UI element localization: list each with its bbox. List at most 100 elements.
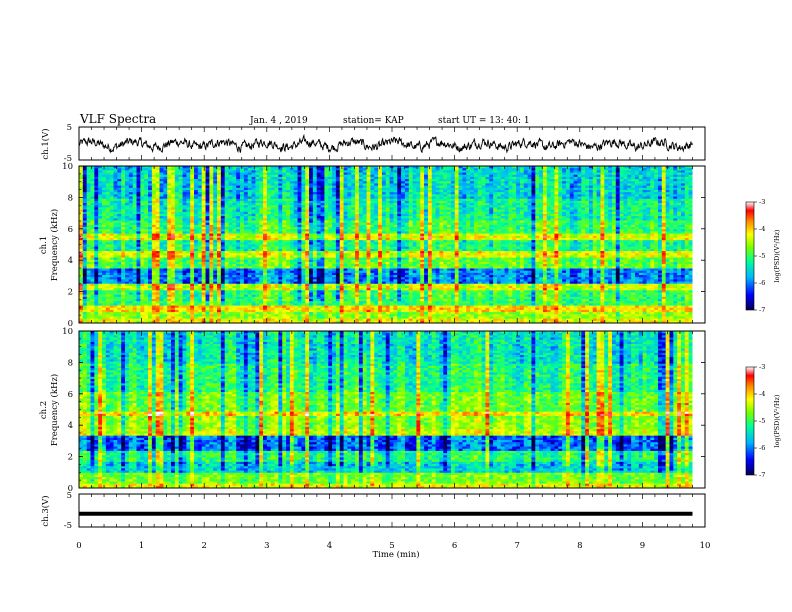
spectrogram-cell xyxy=(673,216,678,219)
spectrogram-cell xyxy=(673,187,678,191)
spectrogram-cell xyxy=(450,205,456,208)
spectrogram-cell xyxy=(255,170,260,173)
spectrogram-cell xyxy=(109,211,114,215)
spectrogram-cell xyxy=(466,216,471,219)
spectrogram-cell xyxy=(82,192,88,195)
spectrogram-cell xyxy=(190,207,195,211)
spectrogram-cell xyxy=(213,179,218,182)
spectrogram-cell xyxy=(312,207,318,211)
spectrogram-cell xyxy=(282,183,287,187)
spectrogram-cell xyxy=(654,211,659,215)
spectrogram-cell xyxy=(289,213,295,217)
spectrogram-cell xyxy=(485,192,490,195)
spectrogram-cell xyxy=(282,172,287,176)
spectrogram-cell xyxy=(477,192,482,195)
spectrogram-cell xyxy=(167,222,172,226)
spectrogram-cell xyxy=(634,207,640,211)
spectrogram-cell xyxy=(585,174,590,178)
spectrogram-cell xyxy=(485,185,490,189)
spectrogram-cell xyxy=(500,211,505,215)
spectrogram-cell xyxy=(535,211,540,215)
spectrogram-cell xyxy=(171,166,176,169)
spectrogram-cell xyxy=(516,222,521,226)
spectrogram-cell xyxy=(351,209,356,213)
spectrogram-cell xyxy=(401,187,406,191)
spectrogram-cell xyxy=(646,189,651,193)
spectrogram-cell xyxy=(113,189,118,193)
spectrogram-cell xyxy=(608,207,613,211)
spectrogram-cell xyxy=(688,187,693,191)
spectrogram-cell xyxy=(569,187,575,191)
spectrogram-cell xyxy=(274,176,279,180)
spectrogram-cell xyxy=(316,172,321,176)
spectrogram-cell xyxy=(546,181,552,184)
spectrogram-cell xyxy=(259,168,264,171)
spectrogram-cell xyxy=(205,205,210,208)
spectrogram-cell xyxy=(94,187,99,191)
spectrogram-cell xyxy=(542,222,548,226)
spectrogram-cell xyxy=(86,209,91,213)
spectrogram-cell xyxy=(546,222,552,226)
spectrogram-cell xyxy=(385,174,390,178)
spectrogram-cell xyxy=(312,189,318,193)
spectrogram-cell xyxy=(243,220,249,224)
spectrogram-cell xyxy=(381,216,387,219)
spectrogram-cell xyxy=(688,174,693,178)
spectrogram-cell xyxy=(546,207,552,211)
spectrogram-cell xyxy=(516,172,521,176)
spectrogram-cell xyxy=(148,198,153,202)
spectrogram-cell xyxy=(144,205,149,208)
spectrogram-cell xyxy=(470,183,475,187)
spectrogram-cell xyxy=(220,198,226,202)
spectrogram-cell xyxy=(236,216,241,219)
spectrogram-cell xyxy=(259,216,264,219)
spectrogram-cell xyxy=(263,179,268,182)
spectrogram-cell xyxy=(151,218,157,221)
spectrogram-cell xyxy=(554,198,559,202)
spectrogram-cell xyxy=(82,213,88,217)
spectrogram-cell xyxy=(263,207,268,211)
spectrogram-cell xyxy=(585,172,590,176)
spectrogram-cell xyxy=(378,185,383,189)
spectrogram-cell xyxy=(665,205,670,208)
spectrogram-cell xyxy=(585,198,590,202)
spectrogram-cell xyxy=(458,172,463,176)
spectrogram-cell xyxy=(550,220,555,224)
spectrogram-cell xyxy=(209,218,214,221)
spectrogram-cell xyxy=(562,194,567,197)
spectrogram-cell xyxy=(481,172,486,176)
spectrogram-cell xyxy=(335,166,341,169)
spectrogram-cell xyxy=(615,216,621,219)
spectrogram-cell xyxy=(328,203,333,206)
spectrogram-cell xyxy=(270,187,275,191)
spectrogram-cell xyxy=(470,179,475,182)
spectrogram-cell xyxy=(309,222,314,226)
spectrogram-cell xyxy=(516,189,521,193)
spectrogram-cell xyxy=(220,179,226,182)
spectrogram-cell xyxy=(347,187,352,191)
spectrogram-cell xyxy=(148,168,153,171)
spectrogram-cell xyxy=(427,196,433,200)
spectrogram-cell xyxy=(489,200,494,204)
spectrogram-cell xyxy=(677,174,682,178)
spectrogram-cell xyxy=(631,209,636,213)
spectrogram-cell xyxy=(527,222,532,226)
spectrogram-cell xyxy=(171,194,176,197)
spectrogram-cell xyxy=(604,185,609,189)
spectrogram-cell xyxy=(98,170,103,173)
spectrogram-cell xyxy=(431,192,436,195)
spectrogram-cell xyxy=(569,220,575,224)
spectrogram-cell xyxy=(393,213,398,217)
spectrogram-cell xyxy=(565,168,571,171)
spectrogram-cell xyxy=(600,207,605,211)
spectrogram-cell xyxy=(90,183,95,187)
spectrogram-cell xyxy=(508,176,513,180)
spectrogram-cell xyxy=(347,185,352,189)
spectrogram-cell xyxy=(328,200,333,204)
spectrogram-cell xyxy=(523,220,528,224)
spectrogram-cell xyxy=(427,168,433,171)
spectrogram-cell xyxy=(370,211,375,215)
spectrogram-cell xyxy=(385,183,390,187)
spectrogram-cell xyxy=(500,203,505,206)
spectrogram-cell xyxy=(443,211,448,215)
